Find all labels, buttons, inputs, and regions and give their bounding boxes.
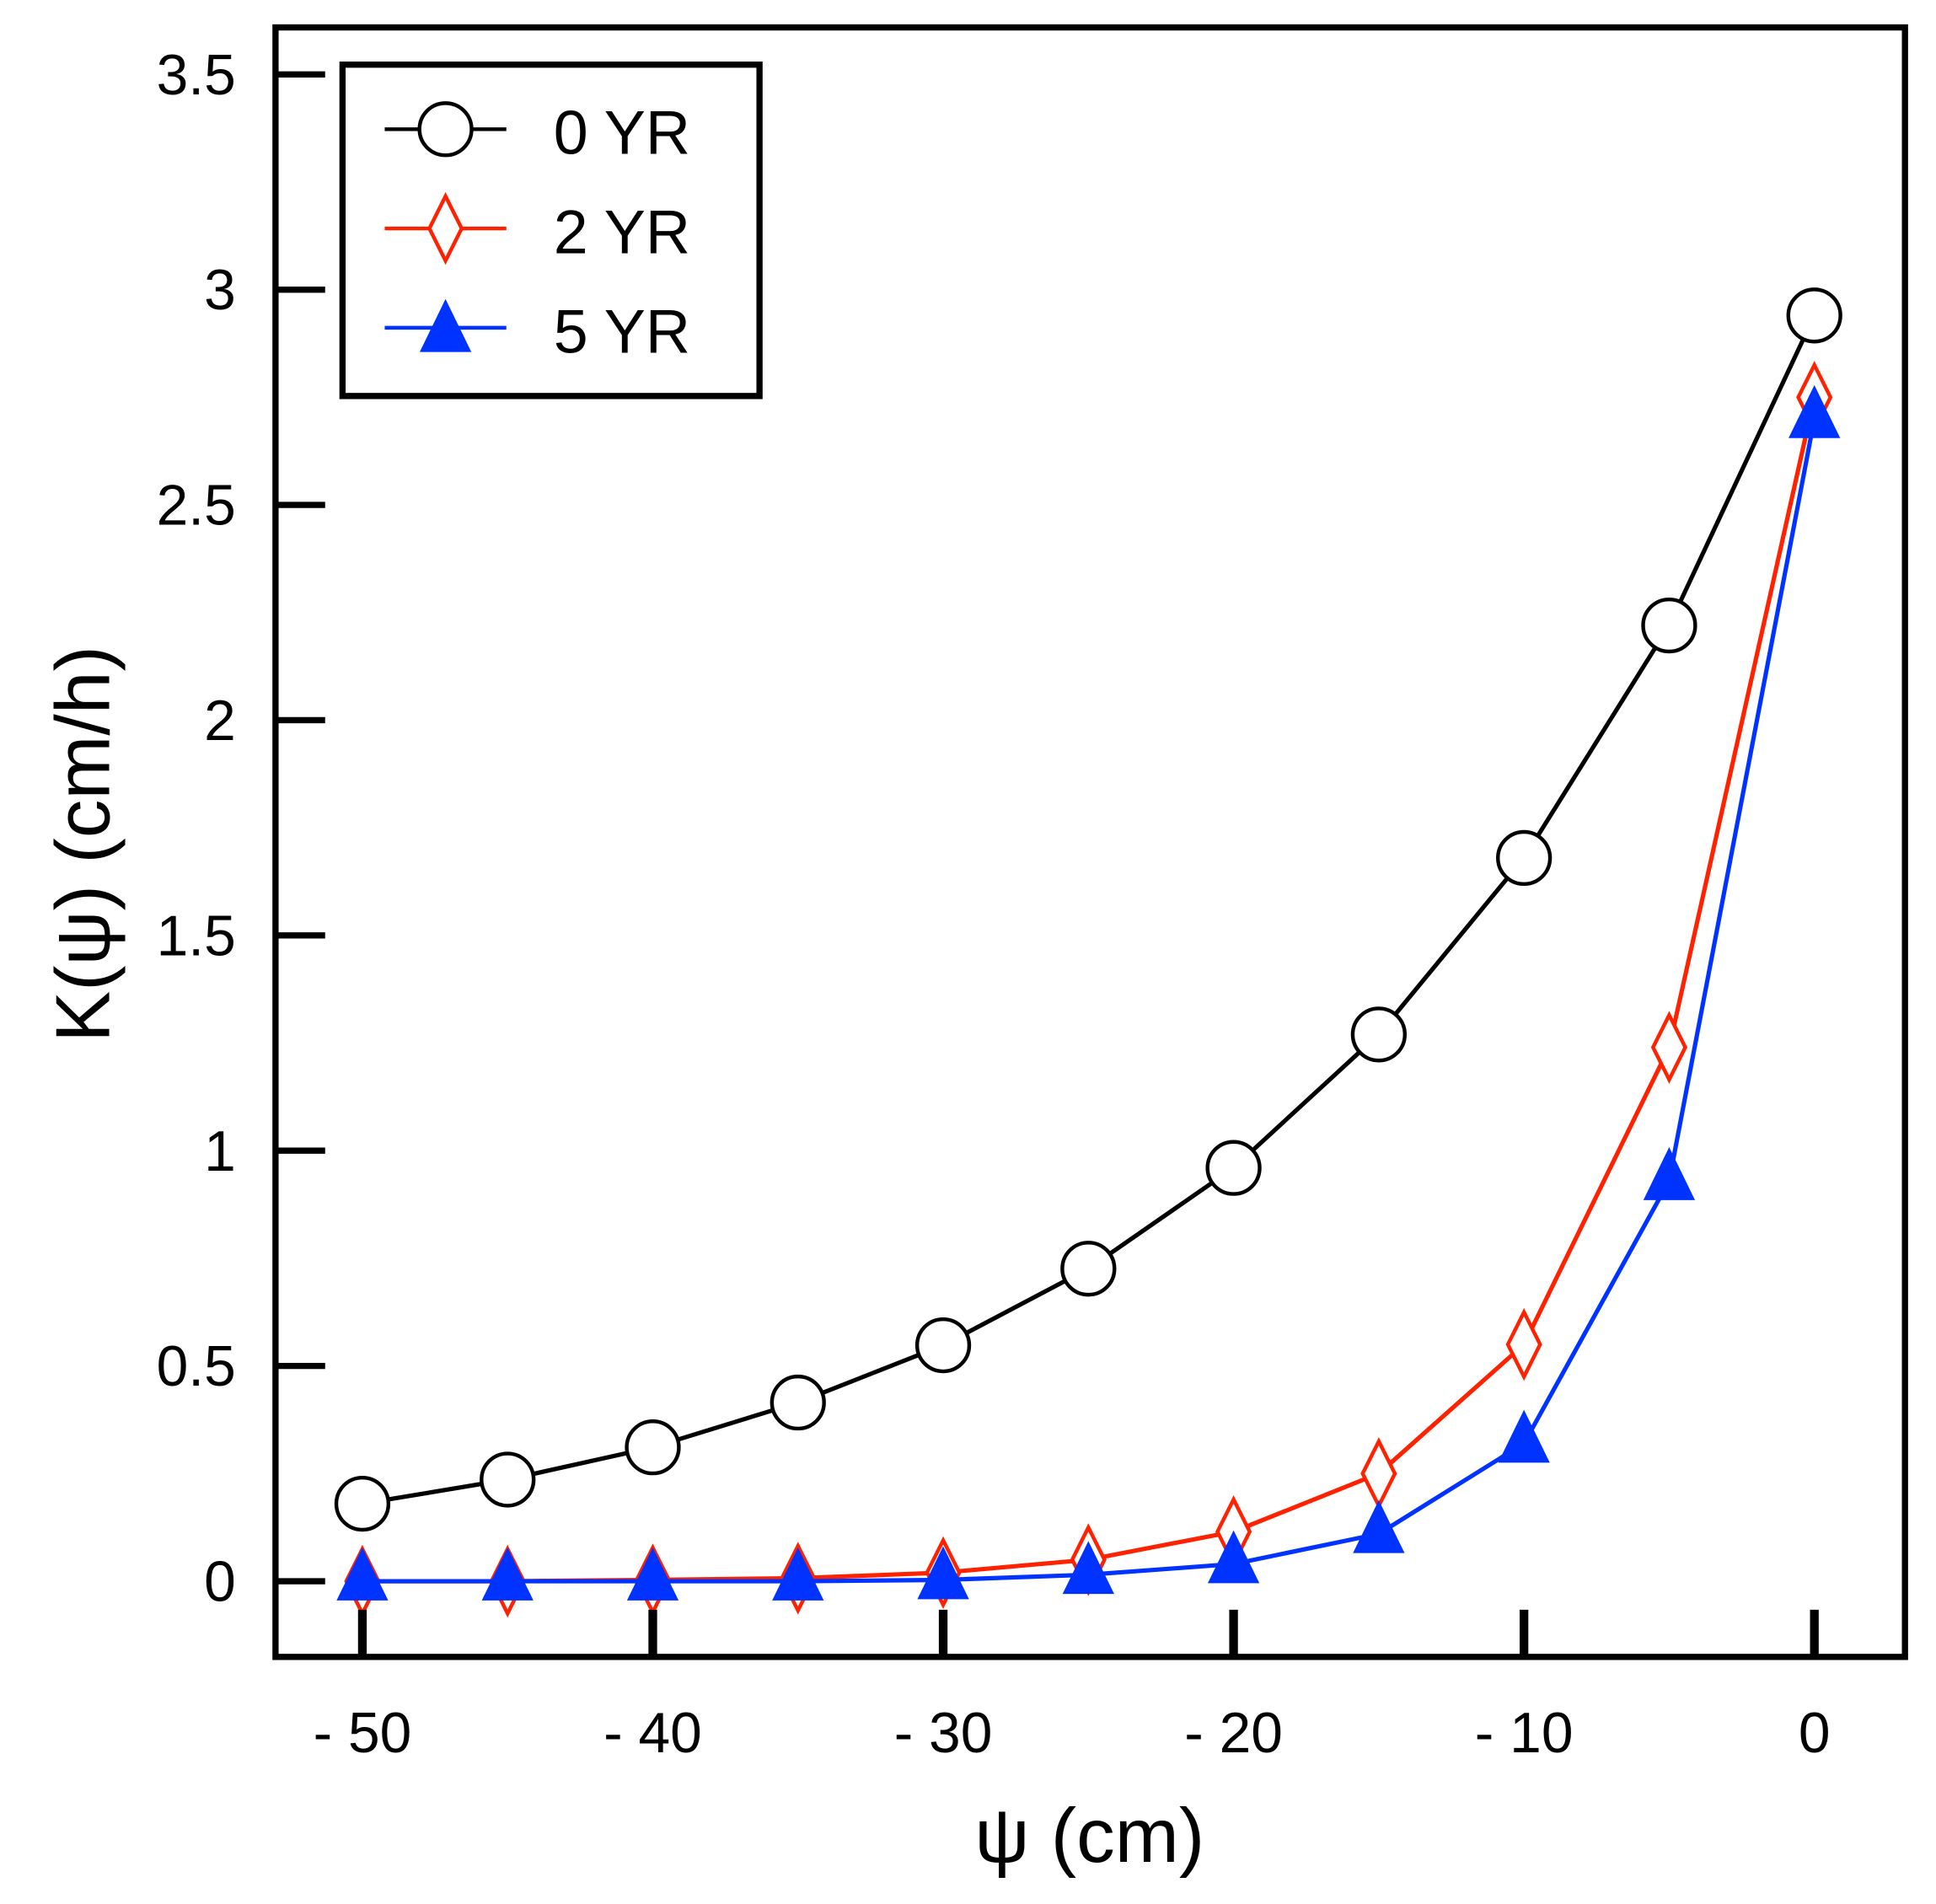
- legend-label: 2 YR: [554, 197, 690, 267]
- data-point-triangle: [1353, 1499, 1405, 1553]
- data-point-circle: [1350, 1006, 1408, 1063]
- data-point-circle: [1641, 597, 1697, 654]
- series-5-yr: [336, 384, 1841, 1601]
- y-tick-label: 3.5: [157, 44, 236, 107]
- y-axis-label: K(ψ) (cm/h): [40, 646, 126, 1043]
- legend-label: 5 YR: [554, 296, 690, 366]
- data-point-circle: [1786, 287, 1842, 344]
- x-tick-label: - 40: [603, 1702, 702, 1765]
- plot-frame: [272, 24, 1908, 1660]
- axes: - 50 - 40 - 30 - 20 - 10 0 0 0.5 1 1.5 2 2.5 3 3.5: [157, 44, 1831, 1765]
- data-point-triangle: [1643, 1147, 1696, 1200]
- data-point-diamond: [426, 191, 464, 265]
- data-point-triangle: [772, 1547, 824, 1601]
- data-point-circle: [1205, 1140, 1262, 1196]
- y-tick-label: 3: [204, 259, 236, 322]
- legend-label: 0 YR: [554, 98, 690, 168]
- x-tick-label: - 30: [894, 1702, 993, 1765]
- series-line: [362, 314, 1817, 1506]
- legend-item: 0 YR: [384, 98, 690, 168]
- x-tick-label: - 50: [314, 1702, 412, 1765]
- x-tick-label: 0: [1799, 1702, 1831, 1765]
- data-point-triangle: [1062, 1541, 1114, 1595]
- data-point-triangle: [419, 298, 472, 352]
- data-point-diamond: [1505, 1307, 1542, 1381]
- x-tick-label: - 20: [1184, 1702, 1283, 1765]
- legend-item: 5 YR: [384, 296, 690, 366]
- y-tick-label: 2: [204, 689, 236, 753]
- series-line: [362, 396, 1817, 1584]
- data-point-triangle: [626, 1547, 679, 1601]
- data-point-triangle: [1789, 384, 1841, 438]
- data-point-diamond: [1360, 1437, 1397, 1510]
- data-point-triangle: [481, 1547, 534, 1601]
- data-point-triangle: [1207, 1530, 1260, 1584]
- series-2-yr: [344, 361, 1833, 1618]
- data-point-triangle: [917, 1546, 969, 1600]
- data-point-circle: [1496, 829, 1553, 887]
- plot-area: [334, 287, 1842, 1618]
- data-point-circle: [914, 1317, 972, 1374]
- data-point-circle: [334, 1475, 391, 1532]
- series-0-yr: [334, 287, 1842, 1532]
- legend-item: 2 YR: [384, 191, 690, 267]
- legend: 0 YR 2 YR 5 YR: [339, 62, 763, 400]
- data-point-triangle: [1498, 1409, 1550, 1463]
- x-axis-label: ψ (cm): [974, 1793, 1204, 1879]
- data-point-circle: [417, 101, 474, 158]
- data-point-circle: [625, 1419, 681, 1476]
- y-tick-label: 1: [204, 1120, 236, 1183]
- data-point-diamond: [1650, 1011, 1688, 1084]
- y-tick-label: 0.5: [157, 1335, 236, 1398]
- data-point-circle: [770, 1374, 826, 1431]
- series-line: [362, 418, 1817, 1584]
- x-tick-label: - 10: [1475, 1702, 1574, 1765]
- data-point-circle: [480, 1451, 536, 1508]
- y-tick-label: 2.5: [157, 475, 236, 538]
- data-point-triangle: [336, 1547, 389, 1601]
- data-point-circle: [1060, 1241, 1117, 1297]
- y-tick-label: 1.5: [157, 904, 236, 968]
- y-tick-label: 0: [204, 1551, 236, 1614]
